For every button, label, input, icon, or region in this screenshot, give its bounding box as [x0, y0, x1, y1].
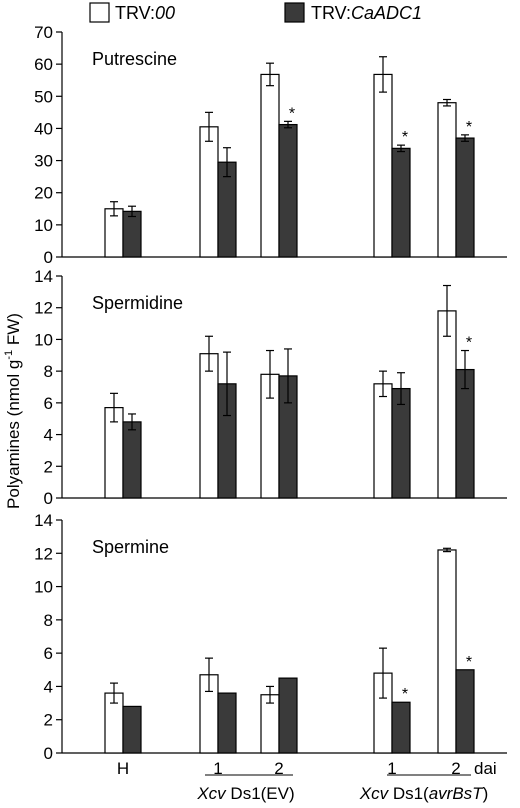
bar-trv00	[199, 126, 219, 258]
y-tick-label: 0	[44, 489, 53, 508]
y-tick-label: 10	[34, 216, 53, 235]
significance-asterisk: *	[466, 654, 472, 671]
significance-asterisk: *	[402, 686, 408, 703]
x-tick-label: H	[117, 759, 129, 778]
y-tick-label: 8	[44, 362, 53, 381]
panel-title: Spermine	[92, 537, 169, 557]
significance-asterisk: *	[466, 335, 472, 352]
y-tick-label: 20	[34, 184, 53, 203]
panels: 010203040506070Putrescine***02468101214S…	[34, 23, 507, 763]
legend-swatch-trv-caadc1	[284, 2, 305, 23]
x-tick-label: 1	[213, 759, 222, 778]
bar-trv-caadc1	[217, 692, 237, 754]
y-tick-label: 10	[34, 330, 53, 349]
x-tick-label: 1	[387, 759, 396, 778]
panel-putrescine: 0 10 20 30 40 50 60 70 Putrescine * * *	[34, 23, 507, 267]
y-tick-label: 4	[44, 677, 53, 696]
bar-trv-caadc1	[391, 147, 411, 258]
group-label-ev: Xcv Ds1(EV)	[196, 784, 294, 803]
bar-trv-caadc1	[122, 421, 142, 499]
x-unit-label: dai	[474, 759, 497, 778]
legend-label-trv-caadc1: TRV:CaADC1	[311, 3, 422, 23]
y-tick-label: 30	[34, 152, 53, 171]
bar-trv-caadc1	[278, 677, 298, 754]
group-brackets: Xcv Ds1(EV) Xcv Ds1(avrBsT)	[196, 774, 488, 803]
y-tick-label: 4	[44, 426, 53, 445]
y-tick-label: 50	[34, 87, 53, 106]
bar-trv00	[437, 102, 457, 258]
x-tick-label: 2	[274, 759, 283, 778]
y-tick-label: 60	[34, 55, 53, 74]
y-tick-label: 6	[44, 394, 53, 413]
bar-trv00	[260, 73, 280, 258]
panel-spermidine: 0 2 4 6 8 10 12 14 Spermidine *	[34, 267, 507, 508]
group-label-avrbst: Xcv Ds1(avrBsT)	[359, 784, 488, 803]
y-tick-label: 2	[44, 457, 53, 476]
bar-trv00	[373, 383, 393, 499]
y-tick-label: 0	[44, 248, 53, 267]
bar-trv00	[373, 73, 393, 258]
bar-trv-caadc1	[122, 210, 142, 258]
bar-trv-caadc1	[122, 705, 142, 754]
panel-title: Spermidine	[92, 293, 183, 313]
bar-trv-caadc1	[391, 701, 411, 754]
bar-trv-caadc1	[278, 123, 298, 258]
y-tick-label: 12	[34, 299, 53, 318]
legend: TRV:00 TRV:CaADC1	[89, 2, 422, 23]
panel-title: Putrescine	[92, 49, 177, 69]
y-tick-label: 14	[34, 511, 53, 530]
y-tick-label: 6	[44, 644, 53, 663]
y-tick-label: 10	[34, 578, 53, 597]
y-axis-title: Polyamines (nmol g-1 FW)	[3, 313, 23, 509]
panel-spermine: 0 2 4 6 8 10 12 14 Spermine * *	[34, 511, 507, 763]
bar-trv-caadc1	[455, 669, 475, 754]
bar-trv00	[437, 310, 457, 499]
significance-asterisk: *	[402, 129, 408, 146]
significance-asterisk: *	[466, 119, 472, 136]
y-tick-label: 8	[44, 611, 53, 630]
significance-asterisk: *	[289, 105, 295, 122]
y-tick-label: 40	[34, 119, 53, 138]
legend-label-trv00: TRV:00	[115, 3, 175, 23]
bar-trv00	[199, 353, 219, 499]
y-tick-label: 12	[34, 544, 53, 563]
x-axis-labels: H 1 2 1 2 dai	[117, 759, 497, 778]
x-tick-label: 2	[451, 759, 460, 778]
bar-trv00	[437, 549, 457, 754]
y-tick-label: 70	[34, 23, 53, 42]
legend-swatch-trv00	[89, 2, 110, 23]
bar-trv-caadc1	[455, 137, 475, 258]
y-tick-label: 2	[44, 711, 53, 730]
y-tick-label: 0	[44, 744, 53, 763]
y-tick-label: 14	[34, 267, 53, 286]
